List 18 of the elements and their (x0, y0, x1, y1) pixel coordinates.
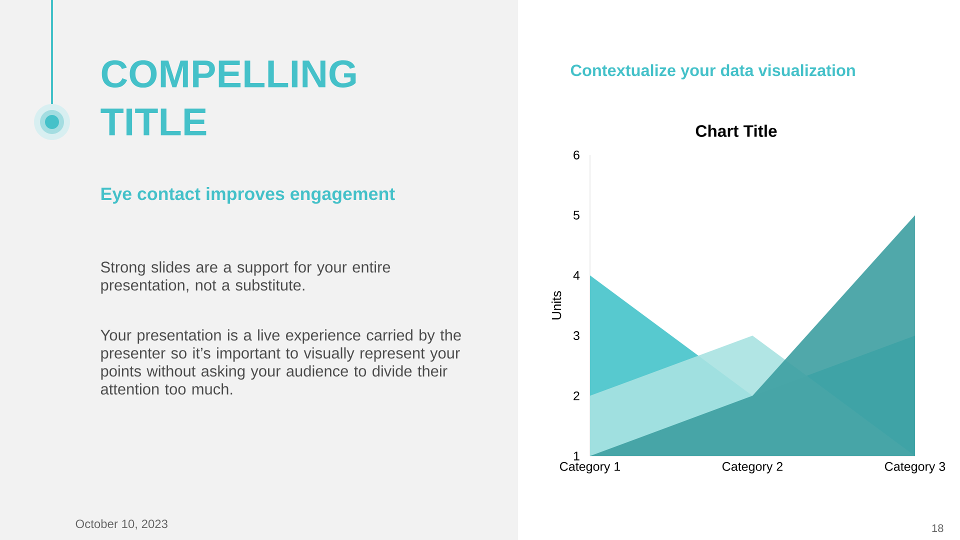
y-tick-label: 4 (573, 271, 580, 280)
y-tick-label: 1 (574, 452, 580, 460)
text: Your presentation is a live experience carried by the presenter so it’s important to visually represent your points without asking your audience to divide their attention too much. (100, 329, 461, 395)
y-tick-label: 5 (573, 210, 580, 220)
text: Eye contact improves engagement (101, 187, 395, 204)
y-tick-label: 2 (574, 391, 580, 400)
text: October 10, 2023 (76, 519, 168, 530)
text: 18 (932, 524, 944, 532)
chart-title: Chart Title (696, 124, 777, 137)
text: COMPELLING TITLE (100, 60, 356, 136)
y-tick-label: 6 (574, 150, 580, 160)
x-tick-label: Category 3 (884, 462, 946, 474)
chart-subtitle: Contextualize your data visualization (570, 64, 855, 80)
x-tick-label: Category 1 (560, 462, 620, 474)
y-tick-label: 3 (573, 331, 580, 340)
text: Strong slides are a support for your entire presentation, not a substitute. (100, 261, 390, 294)
y-axis-title: Units (552, 291, 562, 320)
x-tick-label: Category 2 (722, 462, 783, 474)
